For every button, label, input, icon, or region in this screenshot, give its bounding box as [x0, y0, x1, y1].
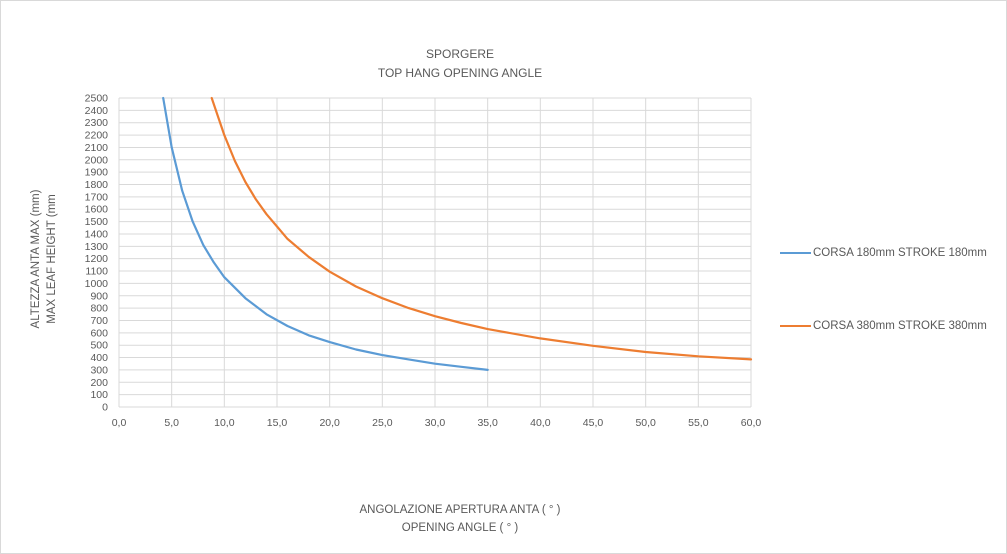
y-tick-label: 500	[90, 340, 108, 352]
y-tick-label: 1300	[85, 241, 109, 253]
y-tick-label: 700	[90, 315, 108, 327]
y-tick-label: 1000	[85, 278, 109, 290]
x-tick-label: 5,0	[164, 417, 179, 429]
y-tick-label: 1600	[85, 204, 109, 216]
y-tick-label: 2400	[85, 105, 109, 117]
x-tick-label: 15,0	[267, 417, 288, 429]
legend-swatch-series-2	[780, 324, 811, 327]
x-axis-title: ANGOLAZIONE APERTURA ANTA ( ° )	[359, 504, 561, 516]
y-tick-label: 2200	[85, 130, 109, 142]
x-tick-label: 60,0	[741, 417, 762, 429]
x-tick-label: 0,0	[112, 417, 127, 429]
x-tick-label: 50,0	[635, 417, 656, 429]
x-tick-label: 55,0	[688, 417, 709, 429]
chart-subtitle: TOP HANG OPENING ANGLE	[377, 66, 543, 80]
x-tick-label: 40,0	[530, 417, 551, 429]
gridlines	[118, 97, 752, 408]
x-axis-title-2: OPENING ANGLE ( ° )	[401, 522, 519, 534]
legend-label-series-1: CORSA 180mm STROKE 180mm	[813, 247, 987, 259]
x-tick-label: 35,0	[477, 417, 498, 429]
legend-swatch-series-1	[780, 251, 811, 254]
y-tick-label: 800	[90, 303, 108, 315]
x-tick-label: 45,0	[583, 417, 604, 429]
x-tick-label: 25,0	[372, 417, 393, 429]
y-tick-label: 2500	[85, 93, 109, 105]
y-tick-label: 2000	[85, 154, 109, 166]
series-line-2	[210, 96, 753, 361]
legend-item-series-2: CORSA 380mm STROKE 380mm	[780, 320, 987, 332]
x-tick-label: 30,0	[425, 417, 446, 429]
y-tick-label: 200	[90, 377, 108, 389]
y-tick-label: 100	[90, 389, 108, 401]
y-tick-label: 900	[90, 290, 108, 302]
chart-title: SPORGERE	[425, 47, 494, 61]
y-tick-label: 600	[90, 327, 108, 339]
x-tick-label: 20,0	[319, 417, 340, 429]
tick-labels: 0100200300400500600700800900100011001200…	[85, 93, 762, 430]
y-tick-label: 2100	[85, 142, 109, 154]
y-tick-label: 1400	[85, 228, 109, 240]
y-tick-label: 2300	[85, 117, 109, 129]
legend-item-series-1: CORSA 180mm STROKE 180mm	[780, 247, 987, 259]
y-tick-label: 1500	[85, 216, 109, 228]
series-line-1	[162, 96, 489, 371]
y-tick-label: 1100	[85, 266, 108, 278]
y-tick-label: 400	[90, 352, 108, 364]
legend-label-series-2: CORSA 380mm STROKE 380mm	[813, 320, 987, 332]
y-tick-label: 0	[102, 402, 108, 414]
y-tick-label: 300	[90, 364, 108, 376]
series-lines	[162, 96, 753, 371]
y-tick-label: 1900	[85, 167, 109, 179]
y-tick-label: 1200	[85, 253, 109, 265]
y-tick-label: 1700	[85, 191, 109, 203]
y-tick-label: 1800	[85, 179, 109, 191]
x-tick-label: 10,0	[214, 417, 235, 429]
